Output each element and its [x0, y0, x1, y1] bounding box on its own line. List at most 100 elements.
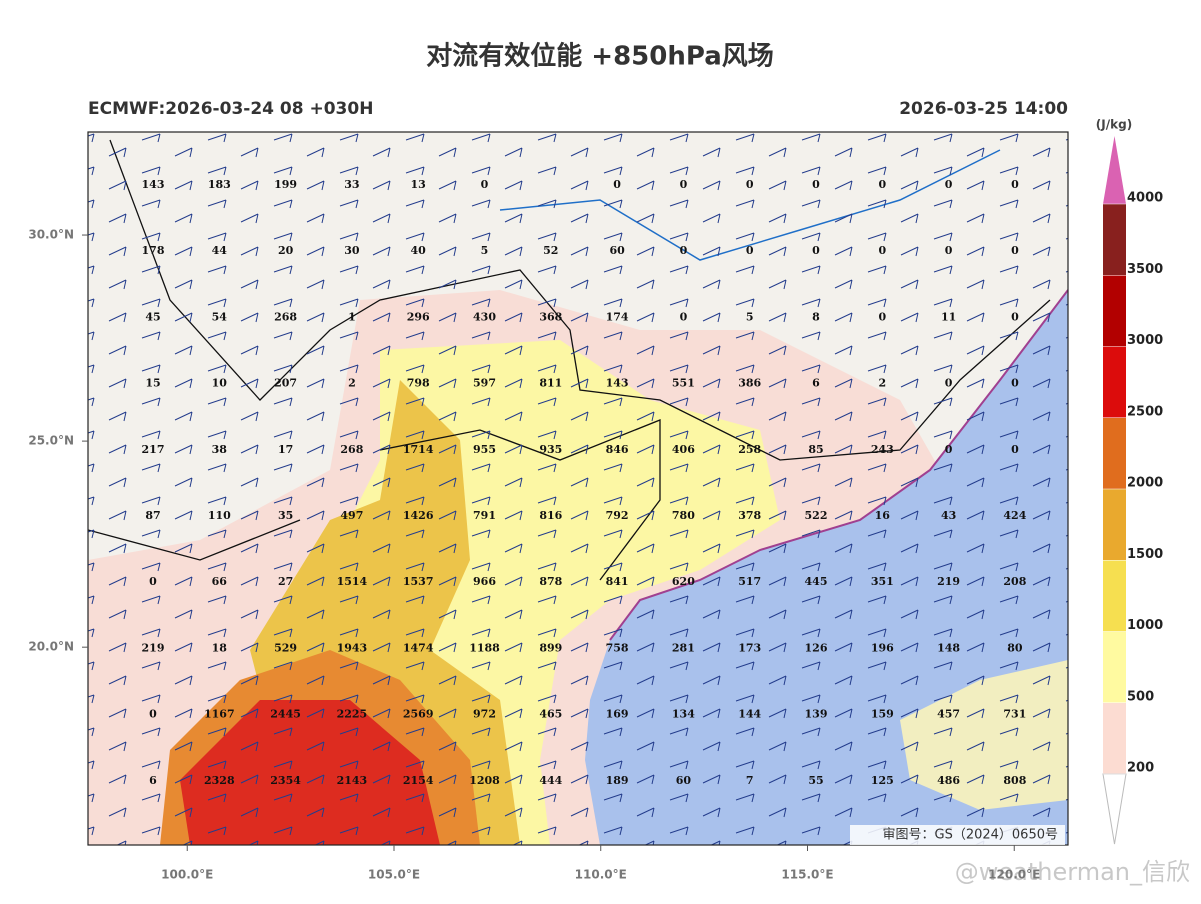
grid-value: 2328	[204, 774, 235, 787]
grid-value: 1208	[469, 774, 500, 787]
grid-value: 173	[738, 641, 761, 654]
watermark: @weatherman_信欣	[955, 858, 1190, 886]
grid-value: 16	[875, 509, 891, 522]
colorbar-under	[1102, 773, 1127, 845]
grid-value: 798	[407, 377, 430, 390]
colorbar: 200 500 1000 1500 2000 2500 3000 3500 4000	[1102, 136, 1163, 845]
grid-value: 497	[340, 509, 363, 522]
colorbar-label: 200	[1127, 761, 1154, 776]
grid-value: 0	[613, 178, 621, 191]
grid-value: 15	[145, 377, 160, 390]
grid-value: 126	[805, 641, 828, 654]
grid-value: 1474	[403, 641, 434, 654]
y-tick-label: 30.0°N	[28, 228, 74, 242]
grid-value: 38	[212, 443, 228, 456]
grid-value: 551	[672, 377, 695, 390]
grid-value: 0	[1011, 443, 1019, 456]
grid-value: 378	[738, 509, 761, 522]
colorbar-segment	[1103, 489, 1126, 561]
grid-value: 13	[411, 178, 426, 191]
x-tick-label: 100.0°E	[161, 868, 213, 882]
grid-value: 134	[672, 708, 695, 721]
grid-value: 791	[473, 509, 496, 522]
grid-value: 0	[1011, 377, 1019, 390]
x-tick-label: 120.0°E	[988, 868, 1040, 882]
grid-value: 2225	[337, 708, 368, 721]
grid-value: 0	[1011, 178, 1019, 191]
colorbar-label: 1500	[1127, 547, 1163, 562]
grid-value: 935	[539, 443, 562, 456]
grid-value: 2	[348, 377, 356, 390]
grid-value: 30	[344, 244, 360, 257]
grid-value: 2354	[270, 774, 301, 787]
grid-value: 52	[543, 244, 558, 257]
grid-value: 80	[1007, 641, 1023, 654]
grid-value: 816	[539, 509, 562, 522]
y-tick-label: 20.0°N	[28, 640, 74, 654]
stamp-bg	[850, 825, 1065, 845]
colorbar-segment	[1103, 417, 1126, 489]
grid-value: 183	[208, 178, 231, 191]
grid-value: 1514	[337, 575, 368, 588]
colorbar-label: 3500	[1127, 262, 1163, 277]
map	[88, 132, 1068, 845]
grid-value: 0	[812, 178, 820, 191]
grid-value: 2143	[337, 774, 368, 787]
grid-value: 219	[937, 575, 960, 588]
grid-value: 758	[606, 641, 629, 654]
grid-value: 445	[805, 575, 828, 588]
grid-value: 0	[945, 377, 953, 390]
colorbar-segment	[1103, 275, 1126, 347]
grid-value: 60	[676, 774, 692, 787]
grid-value: 731	[1003, 708, 1026, 721]
grid-value: 351	[871, 575, 894, 588]
grid-value: 444	[539, 774, 562, 787]
grid-value: 0	[481, 178, 489, 191]
grid-value: 178	[142, 244, 165, 257]
grid-value: 125	[871, 774, 894, 787]
grid-value: 0	[945, 178, 953, 191]
grid-value: 1943	[337, 641, 368, 654]
grid-value: 955	[473, 443, 496, 456]
grid-value: 143	[606, 377, 629, 390]
grid-value: 148	[937, 641, 960, 654]
grid-value: 87	[145, 509, 160, 522]
grid-value: 368	[539, 310, 562, 323]
grid-value: 529	[274, 641, 297, 654]
grid-value: 169	[606, 708, 629, 721]
grid-value: 486	[937, 774, 960, 787]
grid-value: 85	[808, 443, 823, 456]
grid-value: 33	[344, 178, 359, 191]
grid-value: 217	[142, 443, 165, 456]
y-tick-label: 25.0°N	[28, 434, 74, 448]
grid-value: 0	[1011, 310, 1019, 323]
grid-value: 465	[539, 708, 562, 721]
grid-value: 517	[738, 575, 761, 588]
grid-value: 899	[539, 641, 562, 654]
grid-value: 55	[808, 774, 823, 787]
grid-value: 1426	[403, 509, 434, 522]
stamp: 审图号：GS（2024）0650号	[883, 828, 1059, 843]
grid-value: 196	[871, 641, 894, 654]
grid-value: 43	[941, 509, 956, 522]
grid-value: 0	[149, 575, 157, 588]
colorbar-label: 1000	[1127, 618, 1163, 633]
grid-value: 2569	[403, 708, 434, 721]
grid-value: 597	[473, 377, 496, 390]
colorbar-label: 4000	[1127, 191, 1163, 206]
colorbar-segment	[1103, 346, 1126, 418]
grid-value: 0	[878, 178, 886, 191]
grid-value: 620	[672, 575, 695, 588]
grid-value: 0	[680, 310, 688, 323]
grid-value: 386	[738, 377, 761, 390]
grid-value: 5	[746, 310, 754, 323]
grid-value: 1537	[403, 575, 434, 588]
grid-value: 430	[473, 310, 496, 323]
grid-value: 139	[805, 708, 828, 721]
grid-value: 207	[274, 377, 297, 390]
grid-value: 0	[812, 244, 820, 257]
grid-value: 45	[145, 310, 160, 323]
x-tick-label: 105.0°E	[368, 868, 420, 882]
grid-value: 1714	[403, 443, 434, 456]
x-tick-label: 110.0°E	[575, 868, 627, 882]
